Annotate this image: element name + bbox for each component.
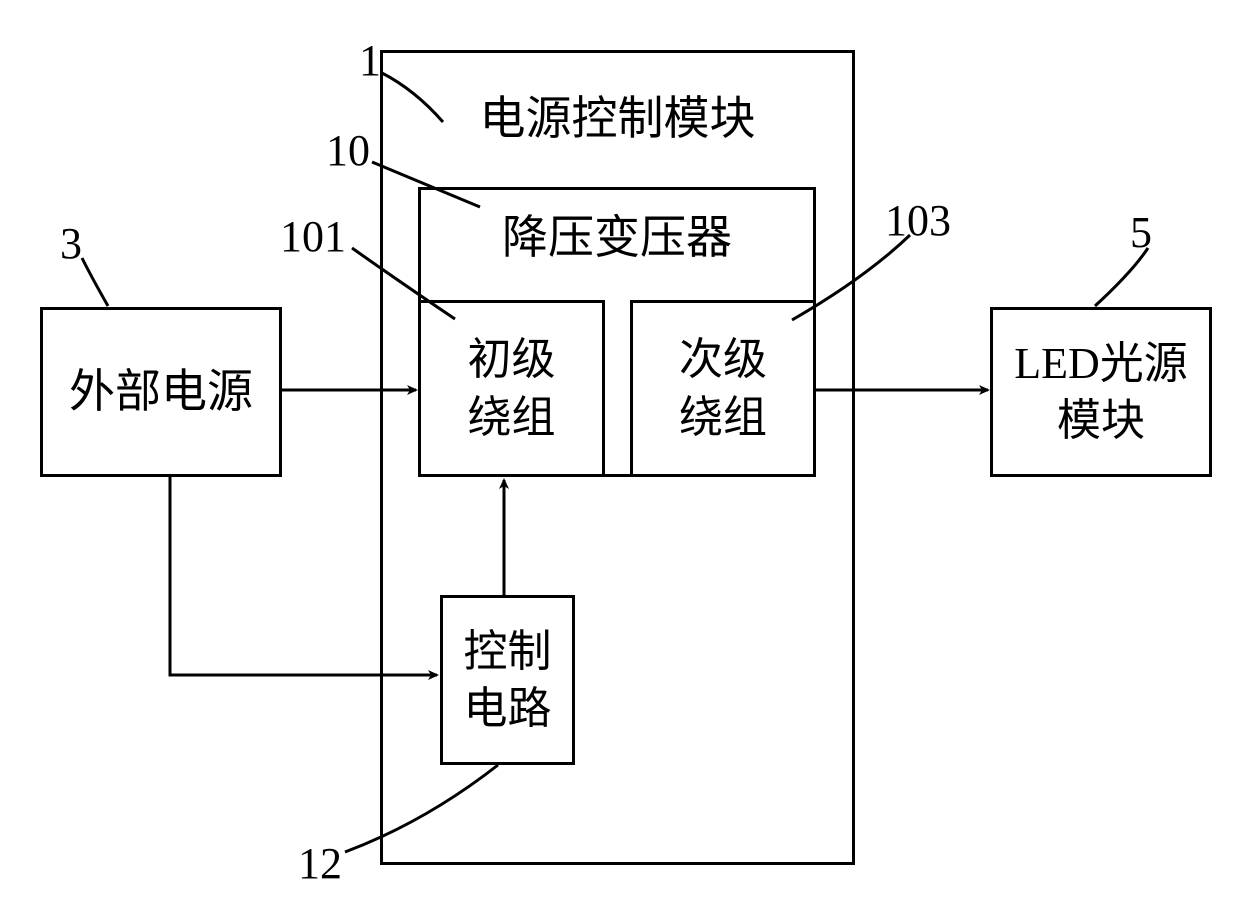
- primary-winding-box: 初级 绕组: [418, 300, 605, 477]
- led-module-box: LED光源 模块: [990, 307, 1212, 477]
- external-power-label: 外部电源: [69, 362, 253, 422]
- ref-number-3: 3: [60, 218, 82, 269]
- ref-number-5: 5: [1130, 207, 1152, 258]
- secondary-winding-label-1: 次级: [679, 331, 767, 388]
- ref-number-12: 12: [298, 838, 342, 889]
- secondary-winding-box: 次级 绕组: [630, 300, 816, 477]
- led-module-label-1: LED光源: [1014, 335, 1188, 392]
- step-down-transformer-label: 降压变压器: [502, 208, 732, 268]
- primary-winding-label-1: 初级: [468, 331, 556, 388]
- secondary-winding-label-2: 绕组: [679, 389, 767, 446]
- ref-number-103: 103: [885, 195, 951, 246]
- block-diagram: 电源控制模块 降压变压器 初级 绕组 次级 绕组 外部电源 控制 电路 LED光…: [0, 0, 1239, 921]
- ref-number-1: 1: [359, 35, 381, 86]
- control-circuit-label-1: 控制: [464, 623, 552, 680]
- leader-3: [82, 258, 108, 306]
- led-module-label-2: 模块: [1057, 392, 1145, 449]
- ref-number-10: 10: [326, 125, 370, 176]
- ref-number-101: 101: [280, 211, 346, 262]
- primary-winding-label-2: 绕组: [468, 389, 556, 446]
- power-control-module-label: 电源控制模块: [380, 85, 855, 145]
- external-power-box: 外部电源: [40, 307, 282, 477]
- control-circuit-box: 控制 电路: [440, 595, 575, 765]
- control-circuit-label-2: 电路: [464, 680, 552, 737]
- text: 电源控制模块: [480, 82, 756, 148]
